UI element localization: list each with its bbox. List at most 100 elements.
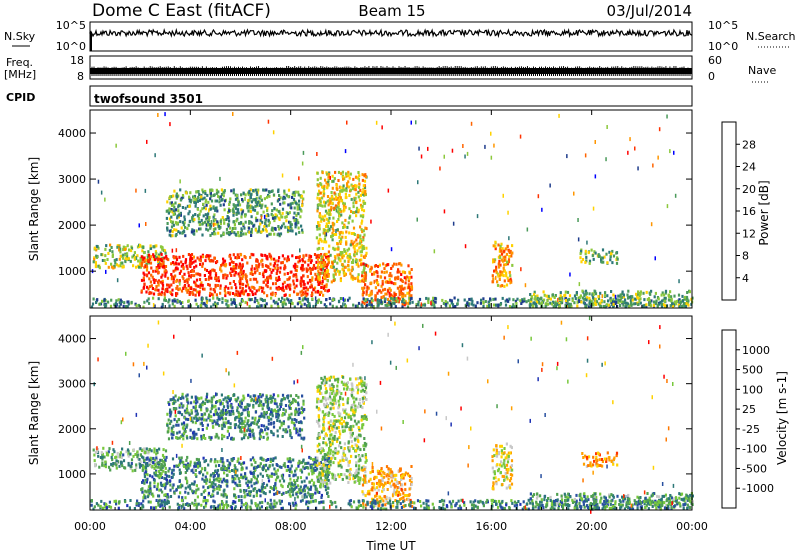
echo-cell bbox=[92, 303, 94, 306]
echo-cell bbox=[177, 222, 179, 225]
echo-cell bbox=[324, 289, 326, 292]
echo-cell bbox=[187, 281, 189, 284]
echo-cell bbox=[331, 196, 333, 199]
noise-cell bbox=[139, 223, 141, 227]
noise-cell bbox=[651, 222, 653, 226]
noise-cell bbox=[627, 151, 629, 155]
echo-cell bbox=[330, 254, 332, 257]
echo-cell bbox=[143, 251, 145, 254]
echo-cell bbox=[198, 193, 200, 196]
echo-cell bbox=[229, 227, 231, 230]
echo-cell bbox=[687, 304, 689, 307]
echo-cell bbox=[207, 254, 209, 257]
echo-cell bbox=[301, 204, 303, 207]
noise-cell bbox=[417, 218, 419, 222]
echo-cell bbox=[234, 302, 236, 305]
echo-cell bbox=[226, 485, 228, 488]
echo-cell bbox=[289, 467, 291, 470]
echo-cell bbox=[230, 298, 232, 301]
echo-cell bbox=[314, 464, 316, 467]
echo-cell bbox=[282, 208, 284, 211]
echo-cell bbox=[412, 301, 414, 304]
echo-cell bbox=[285, 219, 287, 222]
echo-cell bbox=[165, 252, 167, 255]
echo-cell bbox=[233, 188, 235, 191]
echo-cell bbox=[112, 462, 114, 465]
echo-cell bbox=[327, 183, 329, 186]
noise-cell bbox=[303, 151, 305, 155]
echo-cell bbox=[188, 299, 190, 302]
echo-cell bbox=[325, 225, 327, 228]
echo-cell bbox=[144, 495, 146, 498]
echo-cell bbox=[406, 292, 408, 295]
echo-cell bbox=[153, 293, 155, 296]
echo-cell bbox=[328, 173, 330, 176]
header-station: Dome C East (fitACF) bbox=[92, 1, 271, 21]
echo-cell bbox=[259, 286, 261, 289]
echo-cell bbox=[273, 488, 275, 491]
noise-cell bbox=[219, 196, 221, 200]
echo-cell bbox=[287, 465, 289, 468]
echo-cell bbox=[332, 305, 334, 308]
echo-cell bbox=[382, 280, 384, 283]
echo-cell bbox=[265, 284, 267, 287]
echo-cell bbox=[124, 260, 126, 263]
echo-cell bbox=[317, 178, 319, 181]
echo-cell bbox=[204, 496, 206, 499]
echo-cell bbox=[308, 481, 310, 484]
echo-cell bbox=[206, 269, 208, 272]
echo-cell bbox=[121, 262, 123, 265]
echo-cell bbox=[565, 291, 567, 294]
noise-cell bbox=[503, 194, 505, 198]
echo-cell bbox=[324, 179, 326, 182]
echo-cell bbox=[300, 280, 302, 283]
echo-cell bbox=[249, 196, 251, 199]
echo-cell bbox=[167, 209, 169, 212]
echo-cell bbox=[362, 245, 364, 248]
echo-cell bbox=[209, 272, 211, 275]
echo-cell bbox=[284, 294, 286, 297]
echo-cell bbox=[294, 263, 296, 266]
echo-cell bbox=[312, 268, 314, 271]
echo-cell bbox=[167, 470, 169, 473]
echo-cell bbox=[397, 287, 399, 290]
echo-cell bbox=[319, 485, 321, 488]
echo-cell bbox=[95, 265, 97, 268]
echo-cell bbox=[181, 484, 183, 487]
echo-cell bbox=[93, 260, 95, 263]
echo-cell bbox=[238, 222, 240, 225]
noise-cell bbox=[165, 288, 167, 292]
echo-cell bbox=[510, 255, 512, 258]
echo-cell bbox=[293, 219, 295, 222]
echo-cell bbox=[207, 224, 209, 227]
echo-cell bbox=[108, 466, 110, 469]
echo-cell bbox=[288, 189, 290, 192]
echo-cell bbox=[404, 294, 406, 297]
echo-cell bbox=[342, 189, 344, 192]
echo-cell bbox=[94, 247, 96, 250]
echo-cell bbox=[196, 279, 198, 282]
echo-cell bbox=[173, 190, 175, 193]
echo-cell bbox=[165, 456, 167, 459]
echo-cell bbox=[327, 269, 329, 272]
echo-cell bbox=[273, 264, 275, 267]
echo-cell bbox=[145, 470, 147, 473]
echo-cell bbox=[184, 226, 186, 229]
echo-cell bbox=[323, 240, 325, 243]
echo-cell bbox=[144, 475, 146, 478]
echo-cell bbox=[165, 269, 167, 272]
echo-cell bbox=[265, 464, 267, 467]
noise-cell bbox=[558, 114, 560, 118]
echo-cell bbox=[163, 292, 165, 295]
echo-cell bbox=[399, 285, 401, 288]
noise-cell bbox=[421, 155, 423, 159]
echo-cell bbox=[127, 448, 129, 451]
noise-cell bbox=[105, 270, 107, 274]
noise-cell bbox=[101, 191, 103, 195]
echo-cell bbox=[189, 487, 191, 490]
echo-cell bbox=[110, 263, 112, 266]
echo-cell bbox=[333, 266, 335, 269]
echo-cell bbox=[606, 303, 608, 306]
echo-cell bbox=[572, 299, 574, 302]
noise-cell bbox=[452, 149, 454, 153]
